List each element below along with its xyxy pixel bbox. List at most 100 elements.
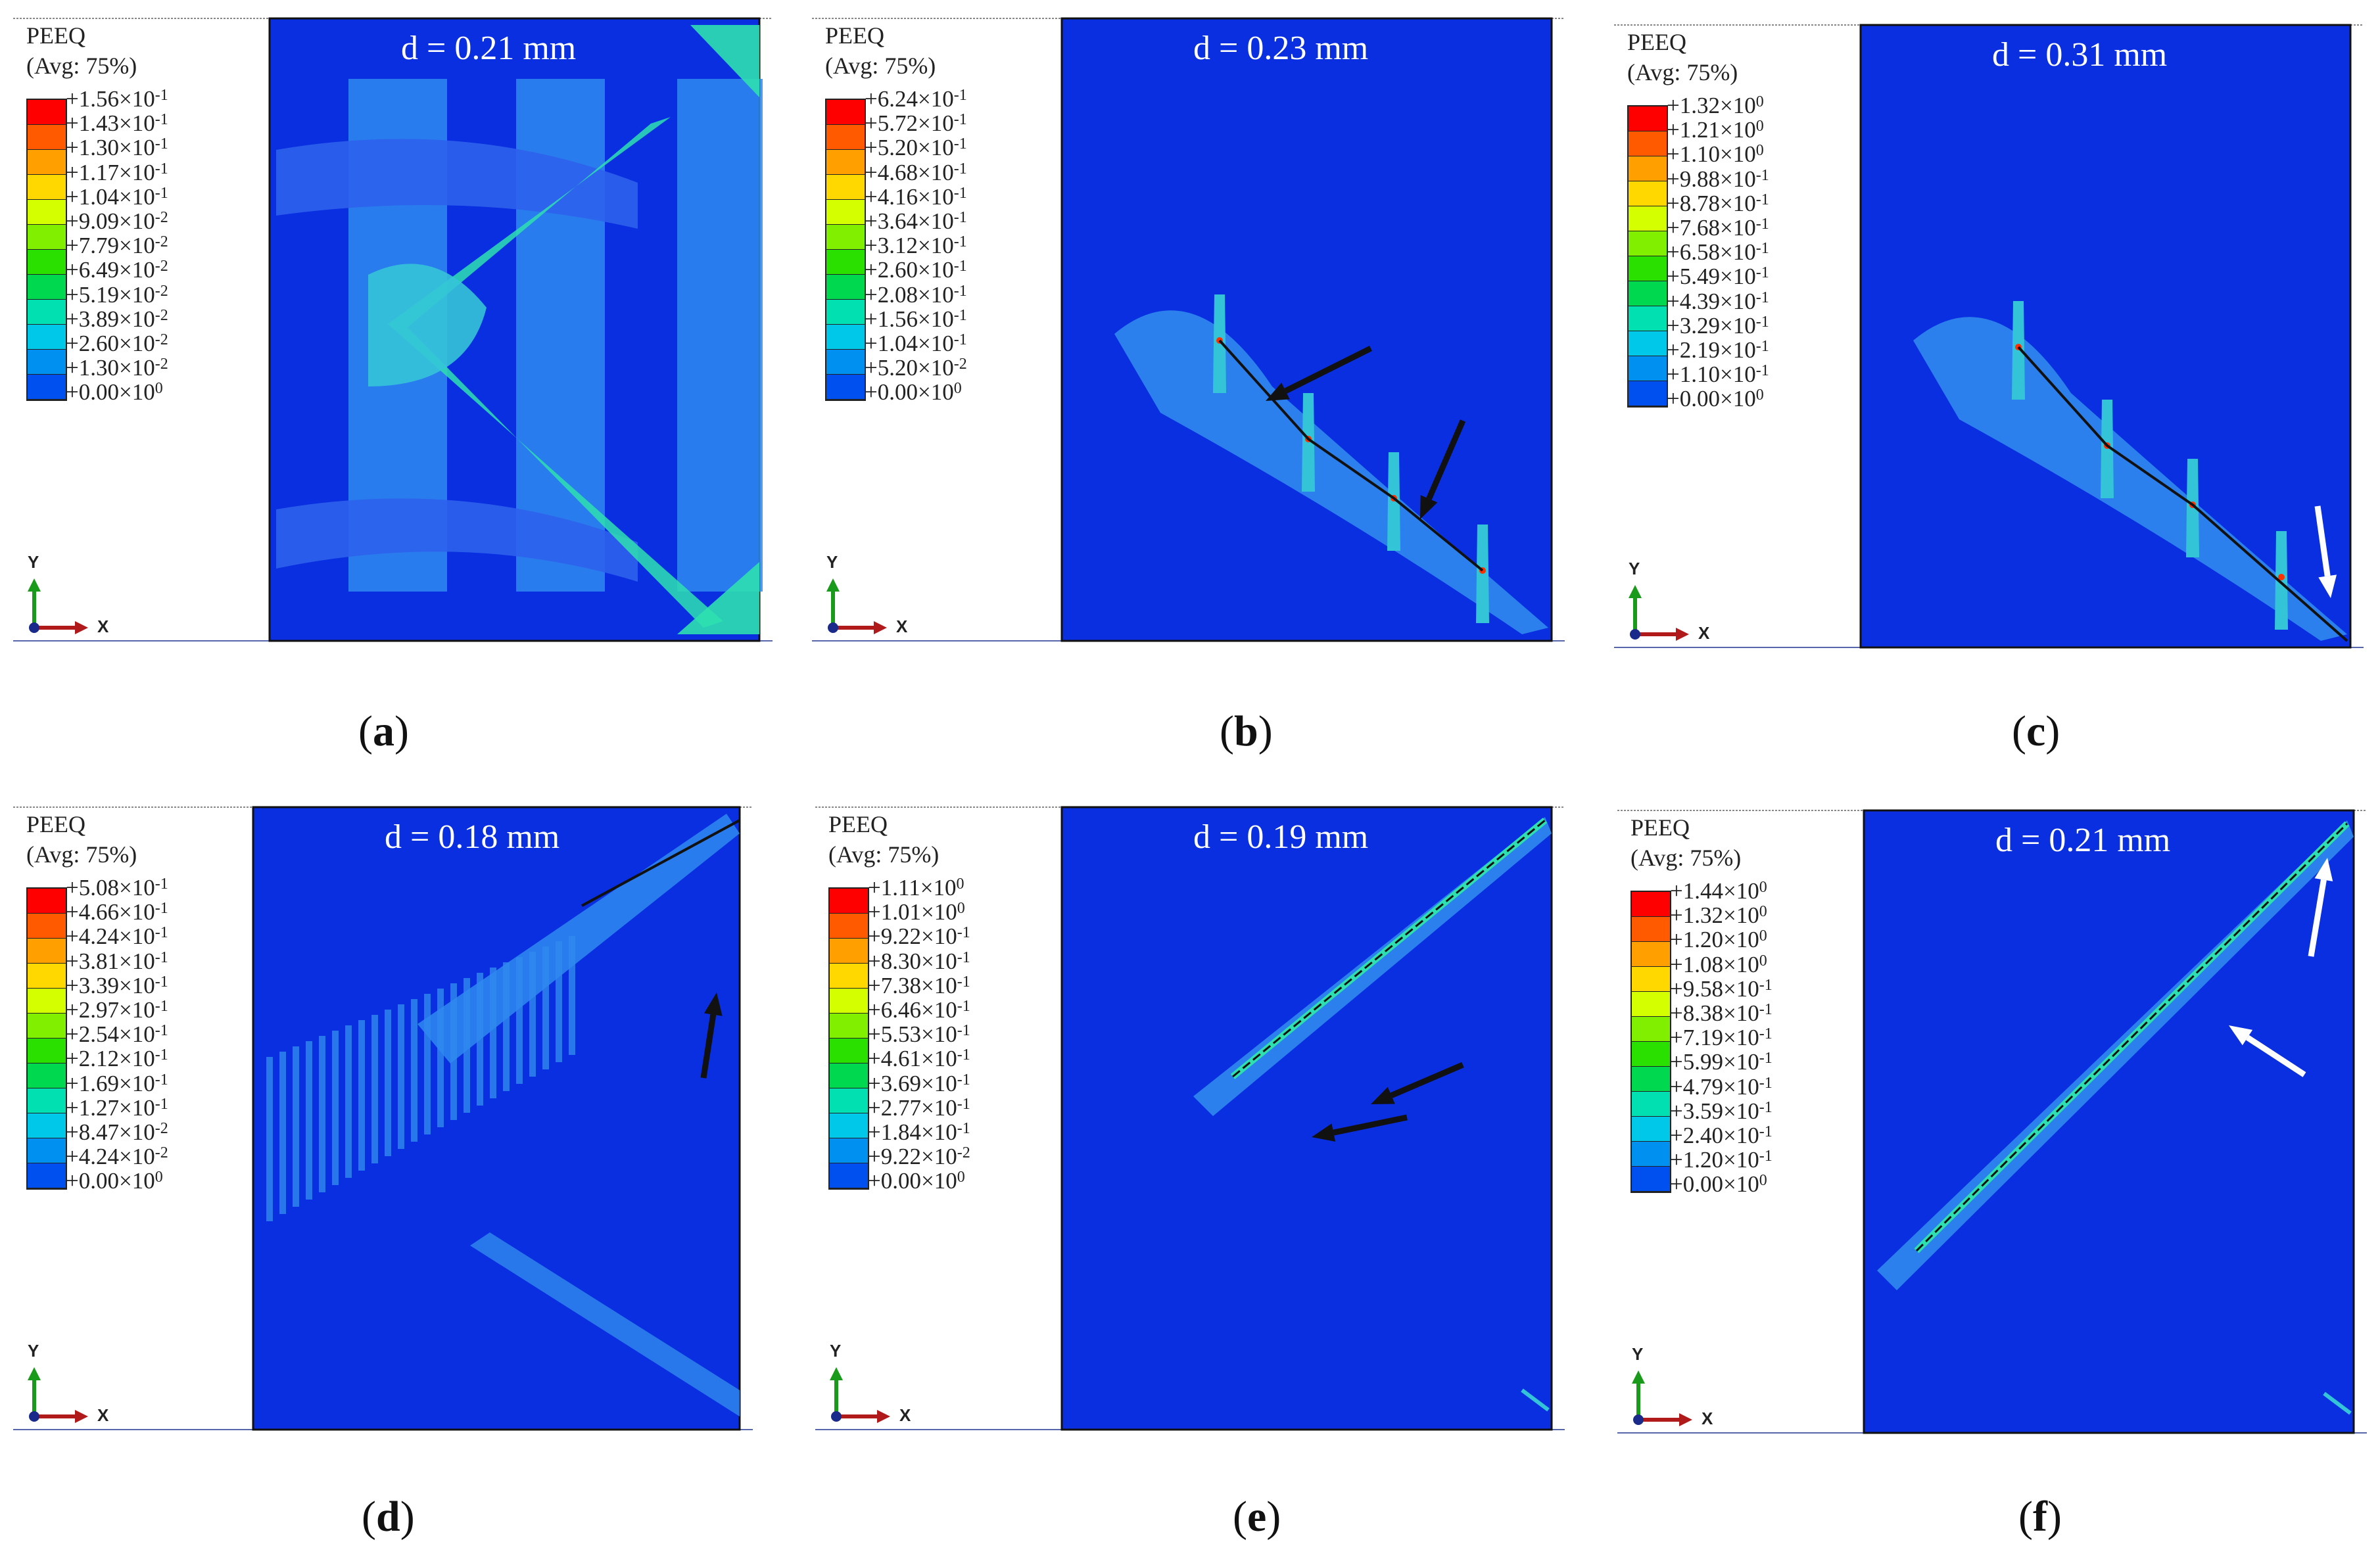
legend-value-base: ×10 <box>1723 951 1759 977</box>
legend-swatch <box>1632 942 1670 967</box>
legend-value-exponent: -1 <box>155 997 168 1015</box>
strain-stripe <box>529 952 536 1077</box>
legend-value-base: ×10 <box>1720 239 1756 266</box>
legend-value-mantissa: +5.72 <box>865 110 918 137</box>
triad-y-label: Y <box>1632 1344 1644 1364</box>
legend-value-exponent: -1 <box>1759 1000 1773 1018</box>
legend-value: +2.54×10-1 <box>66 1022 168 1046</box>
legend-value: +0.00×100 <box>868 1169 970 1193</box>
legend-swatch <box>28 989 66 1014</box>
legend-value-mantissa: +5.20 <box>865 355 918 381</box>
legend-value-mantissa: +6.58 <box>1667 239 1720 266</box>
legend-value-base: ×10 <box>119 1070 155 1096</box>
legend-value-exponent: -1 <box>155 87 168 104</box>
triad-y-arrowhead <box>826 578 840 592</box>
legend-value-exponent: -2 <box>155 356 168 373</box>
legend-value: +1.04×10-1 <box>66 185 168 209</box>
strain-stripe <box>293 1046 299 1207</box>
legend-swatch <box>826 100 865 125</box>
annotation-arrow-shaft <box>2246 1035 2306 1077</box>
strain-region <box>417 814 740 1063</box>
annotation-arrow-head <box>1420 495 1438 519</box>
legend-value: +9.88×10-1 <box>1667 167 1769 191</box>
strain-contours <box>1114 294 1548 634</box>
legend-value-base: ×10 <box>1720 190 1756 216</box>
legend-labels: +1.32×100 +1.21×100 +1.10×100 +9.88×10-1 +8.… <box>1667 93 1769 411</box>
legend-swatch <box>28 125 66 150</box>
triad-y-label: Y <box>826 552 838 572</box>
legend-value-base: ×10 <box>119 257 155 283</box>
legend-value-mantissa: +8.38 <box>1670 1000 1723 1026</box>
strain-stripe <box>345 1025 352 1178</box>
legend-value-base: ×10 <box>918 330 954 356</box>
legend-value-exponent: -2 <box>155 282 168 300</box>
legend-title-averaging: (Avg: 75%) <box>828 841 940 868</box>
corner-strain <box>677 562 759 634</box>
legend-value: +6.58×10-1 <box>1667 240 1769 264</box>
triad-x-arrowhead <box>874 621 887 634</box>
strain-contours <box>1913 301 2348 642</box>
legend-value-mantissa: +1.32 <box>1667 93 1720 118</box>
legend-value-base: ×10 <box>1723 1122 1759 1148</box>
triad-y-arrowhead <box>28 1367 41 1380</box>
triad-y-arrowhead <box>1632 1370 1645 1384</box>
legend-swatch <box>830 1063 868 1088</box>
legend-value-exponent: -1 <box>155 1071 168 1088</box>
legend-swatch <box>28 1039 66 1063</box>
annotation-arrow-head <box>2229 1025 2253 1046</box>
legend-value: +5.20×10-1 <box>865 135 967 160</box>
corner-strain <box>1521 1388 1550 1412</box>
legend-swatch <box>28 1113 66 1138</box>
displacement-label: d = 0.21 mm <box>401 30 577 67</box>
legend-value-base: ×10 <box>119 1168 155 1194</box>
legend-value-exponent: -1 <box>1755 313 1769 331</box>
crack-path <box>581 819 740 907</box>
legend-swatch <box>1632 1142 1670 1167</box>
legend-value-exponent: -1 <box>1759 1025 1773 1043</box>
legend-swatch <box>28 939 66 964</box>
legend-value-mantissa: +0.00 <box>1670 1171 1723 1198</box>
triad-origin <box>1633 1414 1644 1425</box>
legend-value: +7.38×10-1 <box>868 973 970 998</box>
legend-value: +5.20×10-2 <box>865 356 967 380</box>
legend-value-mantissa: +2.77 <box>868 1094 921 1121</box>
panel-caption: (f) <box>2018 1493 2062 1541</box>
legend-swatch <box>28 300 66 325</box>
legend-value-base: ×10 <box>1723 1171 1759 1198</box>
legend-value-base: ×10 <box>119 208 155 234</box>
triad-x-label: X <box>97 617 109 636</box>
legend-value: +1.01×100 <box>868 900 970 924</box>
legend-color-bar <box>1627 105 1668 408</box>
legend-title-variable: PEEQ <box>828 811 888 837</box>
legend-value-exponent: -1 <box>957 973 970 991</box>
legend-value-exponent: -1 <box>953 306 967 324</box>
legend-value-exponent: -1 <box>953 233 967 251</box>
legend-value-mantissa: +4.79 <box>1670 1073 1723 1100</box>
legend-value-exponent: -2 <box>155 1144 168 1162</box>
legend-title-averaging: (Avg: 75%) <box>1627 59 1738 85</box>
legend-swatch <box>826 175 865 200</box>
legend-value-exponent: 0 <box>155 1169 163 1186</box>
legend-swatch <box>28 100 66 125</box>
legend-value-exponent: 0 <box>1759 952 1767 969</box>
legend-title-variable: PEEQ <box>26 811 85 837</box>
annotation-arrow-shaft <box>2308 879 2327 957</box>
legend-value-mantissa: +7.38 <box>868 972 921 998</box>
legend-value-base: ×10 <box>921 1119 957 1145</box>
legend-value: +3.12×10-1 <box>865 233 967 258</box>
legend-value-base: ×10 <box>921 948 957 974</box>
legend-value-mantissa: +1.56 <box>66 86 119 112</box>
legend-value: +9.58×10-1 <box>1670 977 1773 1001</box>
legend-swatch <box>1629 306 1667 331</box>
corner-strain <box>2323 1391 2352 1415</box>
strain-stripe <box>569 936 575 1055</box>
legend-value-mantissa: +8.30 <box>868 948 921 974</box>
legend-value: +2.12×10-1 <box>66 1046 168 1071</box>
legend-value-base: ×10 <box>921 1168 957 1194</box>
legend-value-base: ×10 <box>1723 1025 1759 1051</box>
legend-value-base: ×10 <box>119 183 155 210</box>
legend-value: +4.24×10-1 <box>66 924 168 948</box>
legend-value: +1.10×10-1 <box>1667 362 1769 386</box>
legend-value-mantissa: +3.59 <box>1670 1098 1723 1124</box>
legend-value-base: ×10 <box>119 1144 155 1170</box>
